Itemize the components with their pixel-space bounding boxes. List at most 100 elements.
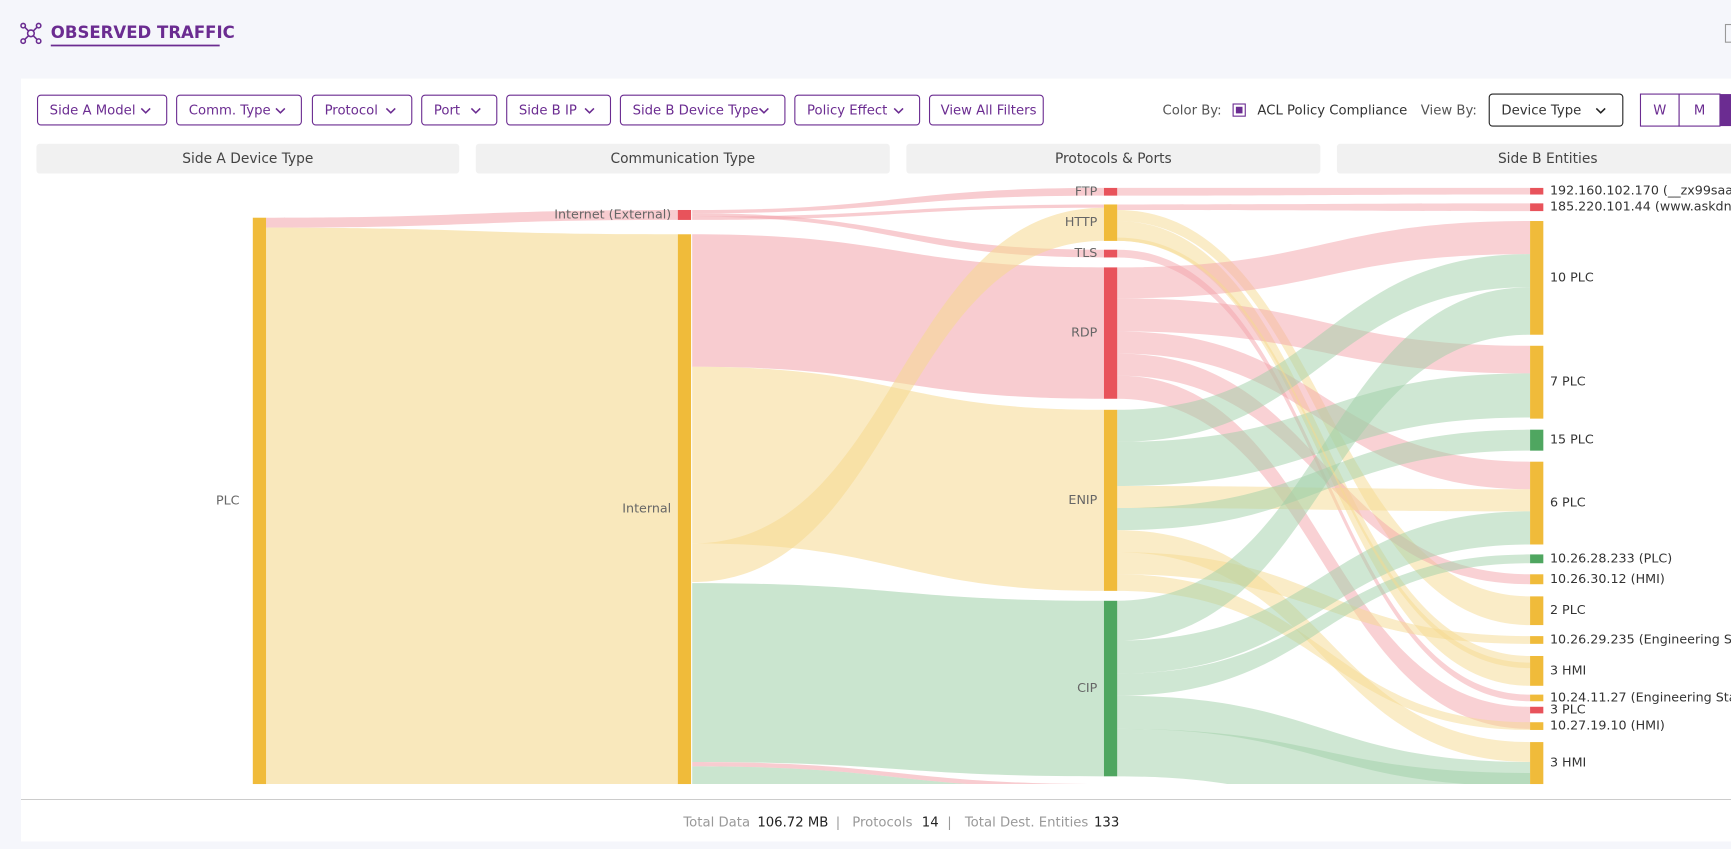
sankey-node: [1530, 742, 1544, 785]
sankey-node: [1103, 600, 1118, 777]
time-label: M: [1694, 104, 1705, 119]
filter-label: Port: [434, 104, 460, 119]
time-label: W: [1653, 104, 1666, 119]
page-title: OBSERVED TRAFFIC: [51, 23, 235, 42]
flow: [1117, 695, 1531, 785]
node-label: 3 HMI: [1550, 662, 1586, 677]
column-title: Side B Entities: [1498, 151, 1598, 167]
node-label: 7 PLC: [1550, 374, 1586, 389]
filter-button[interactable]: [794, 94, 921, 126]
column-header: [906, 143, 1321, 174]
flow: [1117, 373, 1531, 486]
node-label: TLS: [1073, 245, 1097, 260]
filter-label: Side A Model: [50, 104, 136, 119]
sankey-node: [1530, 429, 1544, 451]
corner-icon: [1724, 23, 1731, 43]
filter-button[interactable]: [619, 94, 786, 126]
flow: [692, 761, 1104, 785]
node-label: 10.26.30.12 (HMI): [1550, 571, 1665, 586]
footer-text: Total Data: [682, 816, 750, 831]
flow: [1117, 221, 1531, 299]
footer: [20, 799, 1731, 842]
sankey-node: [1530, 596, 1544, 626]
sankey-nodes: PLC Internet (External) Internal FTP HTTP TLS…: [216, 183, 1731, 785]
flow: [692, 583, 1104, 777]
filter-button[interactable]: [506, 94, 612, 126]
node-label: 3 HMI: [1550, 755, 1586, 770]
filter-button[interactable]: [176, 94, 302, 126]
filter-button[interactable]: [421, 94, 498, 126]
view-all-label: View All Filters: [941, 104, 1037, 119]
chevron: [385, 107, 396, 114]
time-button[interactable]: [1639, 93, 1680, 127]
column-header: [475, 143, 890, 174]
node-label: 10.26.28.233 (PLC): [1550, 550, 1672, 565]
color-by-option: ACL Policy Compliance: [1257, 104, 1407, 119]
flow: [266, 209, 678, 228]
column-title: Side A Device Type: [182, 151, 313, 167]
filter-label: Policy Effect: [807, 104, 887, 119]
time-button[interactable]: [1678, 93, 1721, 127]
node-label: PLC: [216, 492, 240, 507]
sankey-node: [1530, 221, 1544, 335]
filter-button[interactable]: [311, 94, 413, 126]
chevron: [470, 107, 481, 114]
sankey-node: [1530, 203, 1544, 212]
chevron: [893, 107, 904, 114]
flow: [1117, 375, 1531, 729]
node-label: HTTP: [1065, 214, 1098, 229]
sankey-node: [677, 234, 692, 785]
view-by-select[interactable]: [1488, 93, 1624, 127]
node-label: 3 PLC: [1550, 702, 1586, 717]
column-title: Protocols & Ports: [1055, 151, 1172, 167]
sankey-node: [1103, 187, 1118, 196]
filter-label: Comm. Type: [189, 104, 271, 119]
footer-text: Protocols: [852, 816, 912, 831]
flow: [692, 366, 1104, 591]
checkbox-fill: [1235, 106, 1243, 114]
sankey-node: [1530, 461, 1544, 545]
sankey-node: [1530, 345, 1544, 419]
footer-text: Total Dest. Entities: [964, 816, 1089, 831]
sankey-node: [1530, 655, 1544, 686]
view-all-button[interactable]: [928, 94, 1044, 126]
column-header: [36, 143, 460, 174]
toolbar: Side A Model Comm. Type Protocol Port Side B…: [36, 93, 1731, 127]
view-by-label: View By:: [1421, 104, 1477, 119]
flow: [1117, 287, 1531, 641]
flow: [1117, 254, 1531, 442]
flow: [1117, 554, 1531, 696]
sankey-node: [1530, 636, 1544, 644]
sankey-node: [1530, 574, 1544, 585]
sankey-node: [677, 209, 692, 220]
filter-label: Protocol: [325, 104, 378, 119]
node-label: 6 PLC: [1550, 495, 1586, 510]
app-icon: [20, 22, 42, 45]
flow: [1117, 511, 1531, 674]
node-label: ENIP: [1068, 492, 1097, 507]
sankey-node: [1103, 267, 1118, 399]
sankey-node: [1530, 706, 1544, 714]
time-button-active[interactable]: [1719, 94, 1731, 127]
filter-button[interactable]: [36, 94, 168, 126]
node-label: FTP: [1075, 183, 1098, 198]
sankey-node: [1530, 722, 1544, 730]
node-label: 192.160.102.170 (__zx99saauusa: [1550, 183, 1731, 198]
footer-text: 133: [1094, 816, 1119, 831]
flow: [1117, 574, 1531, 730]
flow: [1117, 530, 1531, 762]
chevron: [584, 107, 595, 114]
sankey-node: [1103, 249, 1118, 258]
footer-text: 14: [922, 816, 939, 831]
node-label: 2 PLC: [1550, 602, 1586, 617]
flow: [1117, 187, 1531, 196]
flow: [692, 766, 968, 785]
column-header: [1336, 143, 1731, 174]
node-label: 10 PLC: [1550, 269, 1594, 284]
sankey-node: [1103, 204, 1118, 241]
chevron: [275, 107, 286, 114]
footer-text: |: [836, 816, 840, 831]
chevron: [140, 107, 151, 114]
color-by-label: Color By:: [1162, 104, 1221, 119]
